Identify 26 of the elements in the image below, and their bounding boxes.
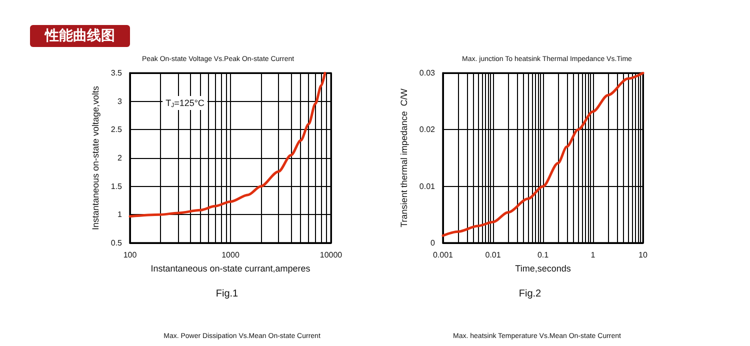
x-axis-title: Time,seconds xyxy=(515,263,572,274)
x-tick-label: 100 xyxy=(123,250,138,260)
x-tick-label: 10 xyxy=(638,250,648,260)
y-tick-label: 0.01 xyxy=(419,182,436,191)
y-tick-label: 0 xyxy=(430,238,436,248)
caption: Fig.2 xyxy=(518,288,542,300)
y-tick-label: 1 xyxy=(118,210,123,220)
text: 性能曲线图 xyxy=(44,28,115,44)
x-tick-label: 10000 xyxy=(320,250,343,260)
y-tick-label: 0.5 xyxy=(110,238,123,248)
x-tick-label: 0.1 xyxy=(537,250,550,260)
x-tick-label: 0.01 xyxy=(485,250,502,260)
y-tick-label: 3.5 xyxy=(110,68,123,78)
y-axis-title: Transient thermal impedance C/W xyxy=(399,88,410,228)
x-axis-title: Instantaneous on-state currant,amperes xyxy=(150,263,311,274)
y-tick-label: 3 xyxy=(118,96,123,106)
y-tick-label: 1.5 xyxy=(110,182,123,191)
caption: Fig.1 xyxy=(216,288,239,300)
y-axis-title: Instantaneous on-state voltage,volts xyxy=(90,85,100,230)
x-tick-label: 0.001 xyxy=(432,250,454,260)
x-tick-label: 1000 xyxy=(222,250,240,260)
y-tick-label: 0.03 xyxy=(419,68,436,78)
y-tick-label: 2.5 xyxy=(110,125,123,134)
y-tick-label: 0.02 xyxy=(419,125,436,134)
x-tick-label: 1 xyxy=(590,250,596,260)
y-tick-label: 2 xyxy=(118,154,123,162)
